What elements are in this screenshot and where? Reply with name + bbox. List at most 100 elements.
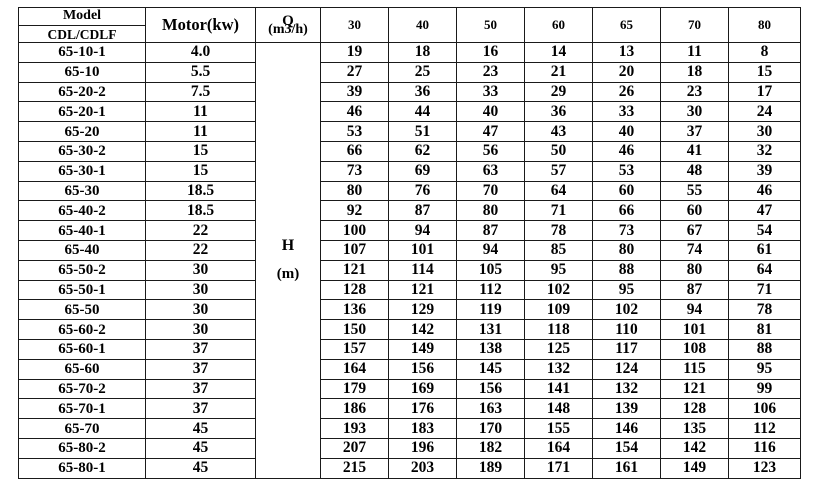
- head-value-cell: 164: [524, 437, 593, 459]
- head-axis-label-cell: H (m): [255, 42, 321, 479]
- head-value-cell: 116: [728, 437, 801, 459]
- motor-power-cell: 18.5: [145, 200, 256, 222]
- head-value-cell: 8: [728, 42, 801, 63]
- head-value-cell: 105: [456, 259, 525, 281]
- head-value-cell: 85: [524, 239, 593, 261]
- header-motor: Motor(kw): [145, 7, 256, 43]
- motor-power-cell: 15: [145, 140, 256, 162]
- table-row: 65-80-1 45 215 203 189 171 161 149 123: [18, 457, 801, 479]
- header-row: Model CDL/CDLF Motor(kw) Q (m3/h) 30 40 …: [18, 7, 801, 43]
- table-row: 65-30-2 15 66 62 56 50 46 41 32: [18, 140, 801, 162]
- head-value-cell: 64: [524, 180, 593, 202]
- head-value-cell: 94: [388, 220, 457, 241]
- head-value-cell: 73: [592, 220, 661, 241]
- head-value-cell: 92: [320, 200, 389, 222]
- head-value-cell: 18: [388, 42, 457, 63]
- motor-power-cell: 30: [145, 259, 256, 281]
- head-value-cell: 121: [388, 279, 457, 301]
- head-value-cell: 27: [320, 61, 389, 83]
- head-value-cell: 163: [456, 398, 525, 420]
- head-value-cell: 67: [660, 220, 729, 241]
- model-cell: 65-10-1: [18, 42, 146, 63]
- head-value-cell: 41: [660, 140, 729, 162]
- head-value-cell: 170: [456, 418, 525, 439]
- motor-power-cell: 22: [145, 239, 256, 261]
- head-value-cell: 114: [388, 259, 457, 281]
- head-value-cell: 17: [728, 81, 801, 103]
- head-value-cell: 87: [660, 279, 729, 301]
- head-value-cell: 40: [592, 121, 661, 142]
- head-value-cell: 145: [456, 358, 525, 380]
- motor-power-cell: 45: [145, 457, 256, 479]
- head-value-cell: 30: [728, 121, 801, 142]
- motor-power-cell: 18.5: [145, 180, 256, 202]
- motor-power-cell: 22: [145, 220, 256, 241]
- head-value-cell: 11: [660, 42, 729, 63]
- head-value-cell: 182: [456, 437, 525, 459]
- header-flow-col-4: 65: [592, 7, 661, 43]
- head-value-cell: 100: [320, 220, 389, 241]
- head-value-cell: 138: [456, 338, 525, 360]
- motor-power-cell: 45: [145, 437, 256, 459]
- head-value-cell: 87: [456, 220, 525, 241]
- motor-power-cell: 37: [145, 358, 256, 380]
- head-value-cell: 23: [660, 81, 729, 103]
- head-value-cell: 47: [456, 121, 525, 142]
- table-row: 65-20 11 53 51 47 43 40 37 30: [18, 121, 801, 142]
- head-value-cell: 71: [524, 200, 593, 222]
- table-row: 65-40-1 22 100 94 87 78 73 67 54: [18, 220, 801, 241]
- head-value-cell: 95: [592, 279, 661, 301]
- model-cell: 65-40-2: [18, 200, 146, 222]
- head-value-cell: 88: [728, 338, 801, 360]
- head-value-cell: 136: [320, 299, 389, 321]
- head-value-cell: 117: [592, 338, 661, 360]
- head-value-cell: 142: [660, 437, 729, 459]
- table-row: 65-10-1 4.0 H (m) 19 18 16 14 13 11 8: [18, 42, 801, 479]
- head-value-cell: 150: [320, 319, 389, 340]
- head-value-cell: 16: [456, 42, 525, 63]
- head-value-cell: 121: [320, 259, 389, 281]
- head-value-cell: 36: [524, 101, 593, 123]
- model-cell: 65-70-2: [18, 378, 146, 400]
- head-value-cell: 215: [320, 457, 389, 479]
- head-value-cell: 80: [320, 180, 389, 202]
- head-value-cell: 131: [456, 319, 525, 340]
- head-value-cell: 112: [456, 279, 525, 301]
- head-value-cell: 39: [728, 160, 801, 182]
- head-value-cell: 119: [456, 299, 525, 321]
- header-model-title: Model: [19, 8, 145, 26]
- head-value-cell: 109: [524, 299, 593, 321]
- header-flow-col-3: 60: [524, 7, 593, 43]
- head-value-cell: 60: [660, 200, 729, 222]
- model-cell: 65-20-1: [18, 101, 146, 123]
- header-flow-col-0: 30: [320, 7, 389, 43]
- head-value-cell: 110: [592, 319, 661, 340]
- header-q-symbol: Q: [282, 13, 294, 29]
- head-value-cell: 102: [524, 279, 593, 301]
- head-value-cell: 149: [388, 338, 457, 360]
- model-cell: 65-70: [18, 418, 146, 439]
- header-flow-col-2: 50: [456, 7, 525, 43]
- table-row: 65-20-2 7.5 39 36 33 29 26 23 17: [18, 81, 801, 103]
- page-root: Model CDL/CDLF Motor(kw) Q (m3/h) 30 40 …: [18, 7, 801, 479]
- motor-power-cell: 7.5: [145, 81, 256, 103]
- motor-power-cell: 30: [145, 319, 256, 340]
- head-value-cell: 46: [592, 140, 661, 162]
- model-cell: 65-40: [18, 239, 146, 261]
- head-value-cell: 155: [524, 418, 593, 439]
- head-value-cell: 78: [728, 299, 801, 321]
- head-value-cell: 123: [728, 457, 801, 479]
- model-cell: 65-30-1: [18, 160, 146, 182]
- model-cell: 65-20-2: [18, 81, 146, 103]
- head-value-cell: 37: [660, 121, 729, 142]
- head-value-cell: 62: [388, 140, 457, 162]
- motor-power-cell: 45: [145, 418, 256, 439]
- motor-power-cell: 37: [145, 378, 256, 400]
- table-row: 65-60 37 164 156 145 132 124 115 95: [18, 358, 801, 380]
- head-value-cell: 183: [388, 418, 457, 439]
- head-value-cell: 69: [388, 160, 457, 182]
- head-value-cell: 32: [728, 140, 801, 162]
- head-value-cell: 33: [592, 101, 661, 123]
- table-row: 65-70-1 37 186 176 163 148 139 128 106: [18, 398, 801, 420]
- table-row: 65-30 18.5 80 76 70 64 60 55 46: [18, 180, 801, 202]
